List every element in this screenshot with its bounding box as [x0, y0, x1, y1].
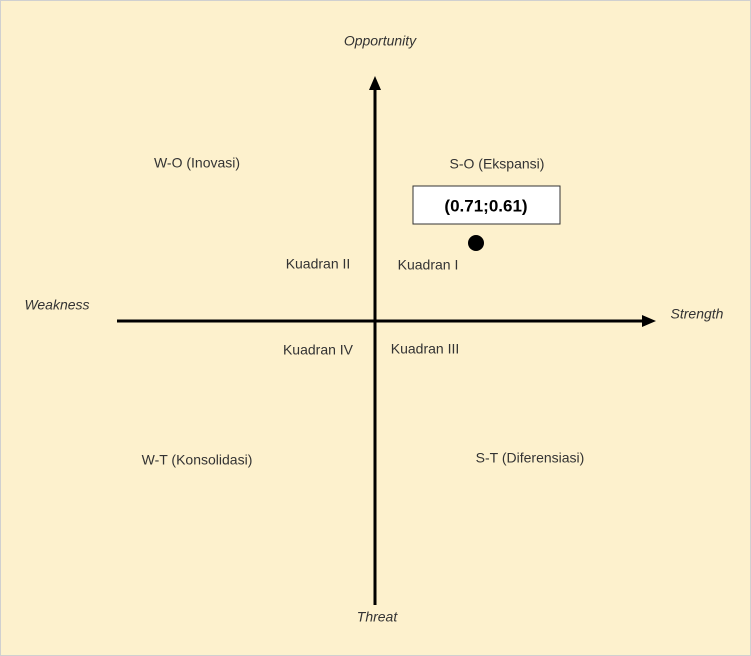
quadrant-label: Kuadran III — [391, 341, 460, 357]
quadrant-label: Kuadran I — [398, 257, 459, 273]
axis-label: Threat — [357, 609, 399, 625]
quadrant-label: Kuadran IV — [283, 342, 354, 358]
axis-label: Weakness — [24, 297, 89, 313]
quadrant-label: Kuadran II — [286, 256, 351, 272]
strategy-label: W-O (Inovasi) — [154, 155, 240, 171]
strategy-label: S-T (Diferensiasi) — [476, 450, 585, 466]
axis-label: Opportunity — [344, 33, 417, 49]
strategy-label: W-T (Konsolidasi) — [142, 452, 253, 468]
point-label: (0.71;0.61) — [444, 196, 527, 215]
position-point — [468, 235, 484, 251]
axis-label: Strength — [671, 306, 724, 322]
strategy-label: S-O (Ekspansi) — [450, 156, 545, 172]
arrow-head — [642, 315, 656, 327]
point-label-box — [412, 185, 561, 225]
arrow-head — [369, 76, 381, 90]
